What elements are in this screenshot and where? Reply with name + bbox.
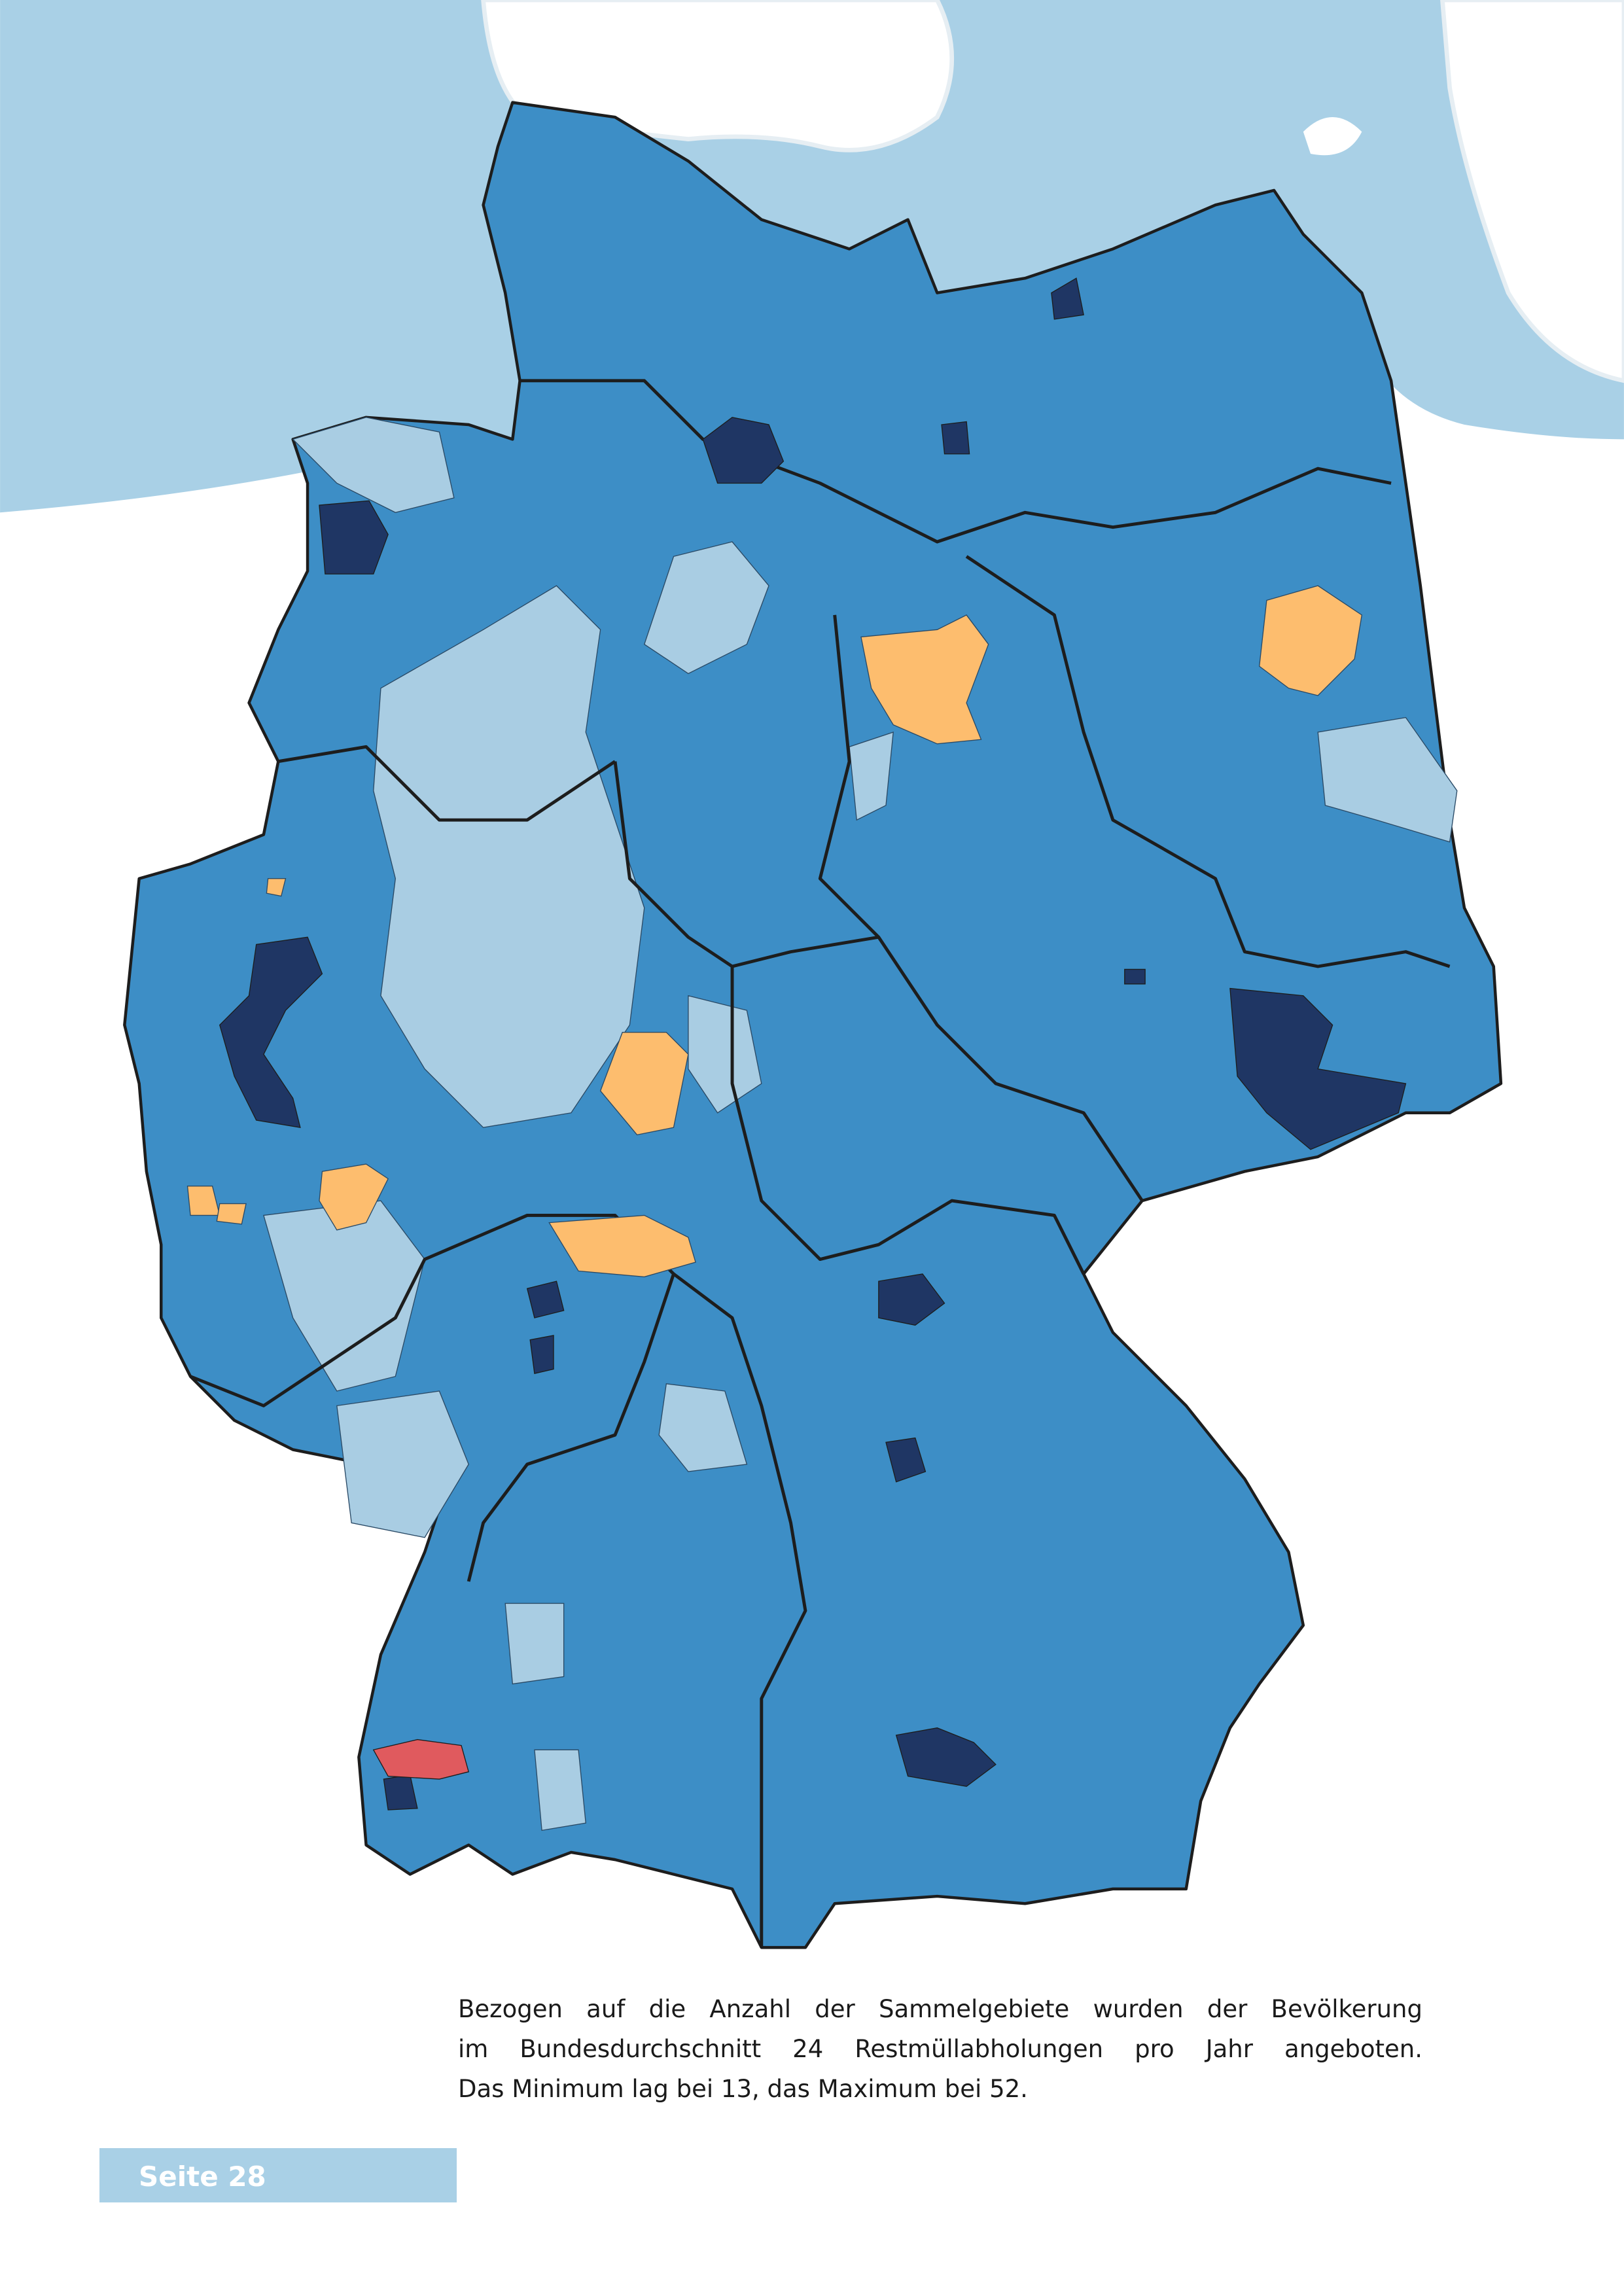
region-dark [219, 936, 323, 1129]
region-dark [895, 1727, 997, 1787]
region-light [688, 995, 762, 1114]
region-dark [1124, 968, 1146, 985]
region-orange [216, 1203, 247, 1225]
region-dark [319, 500, 389, 574]
caption-line: im Bundesdurchschnitt 24 Restmüllabholun… [458, 2035, 1422, 2063]
caption: Bezogen auf die Anzahl der Sammelgebiete… [458, 1989, 1422, 2109]
region-dark [526, 1280, 565, 1318]
region-red [372, 1739, 470, 1780]
region-orange [548, 1214, 696, 1278]
dark-regions [219, 277, 1407, 1810]
land-sweden [1440, 0, 1624, 383]
region-dark [702, 417, 785, 484]
region-light [336, 1390, 469, 1538]
region-dark [529, 1335, 554, 1374]
state-border [965, 555, 1451, 968]
region-orange [266, 878, 287, 897]
state-border [613, 761, 1144, 1202]
region-light [643, 541, 769, 675]
state-border [520, 379, 1392, 544]
region-dark [1229, 987, 1407, 1150]
region-orange [319, 1163, 389, 1231]
land-bornholm [1303, 117, 1362, 156]
page-label: Seite 28 [139, 2161, 266, 2193]
region-orange [1258, 585, 1363, 696]
state-border [818, 614, 880, 938]
state-border [673, 1272, 807, 1948]
orange-regions [186, 585, 1363, 1278]
region-light [1317, 716, 1458, 843]
region-light [849, 731, 894, 821]
region-dark [885, 1437, 927, 1483]
region-light [504, 1602, 565, 1685]
region-dark [1051, 277, 1084, 320]
state-border [277, 745, 616, 822]
state-border [730, 966, 1086, 1275]
region-light [373, 585, 645, 1128]
germany [123, 101, 1503, 1949]
region-light [292, 417, 455, 513]
light-regions [263, 417, 1458, 1831]
region-light [263, 1200, 425, 1392]
region-light [658, 1383, 748, 1472]
caption-line: Das Minimum lag bei 13, das Maximum bei … [458, 2075, 1028, 2103]
caption-line: Bezogen auf die Anzahl der Sammelgebiete… [458, 1995, 1422, 2023]
region-light [534, 1749, 586, 1831]
region-dark [941, 421, 970, 455]
region-orange [599, 1032, 689, 1136]
page-footer: Seite 28 [99, 2148, 457, 2202]
region-orange [860, 614, 989, 745]
region-dark [878, 1273, 945, 1326]
